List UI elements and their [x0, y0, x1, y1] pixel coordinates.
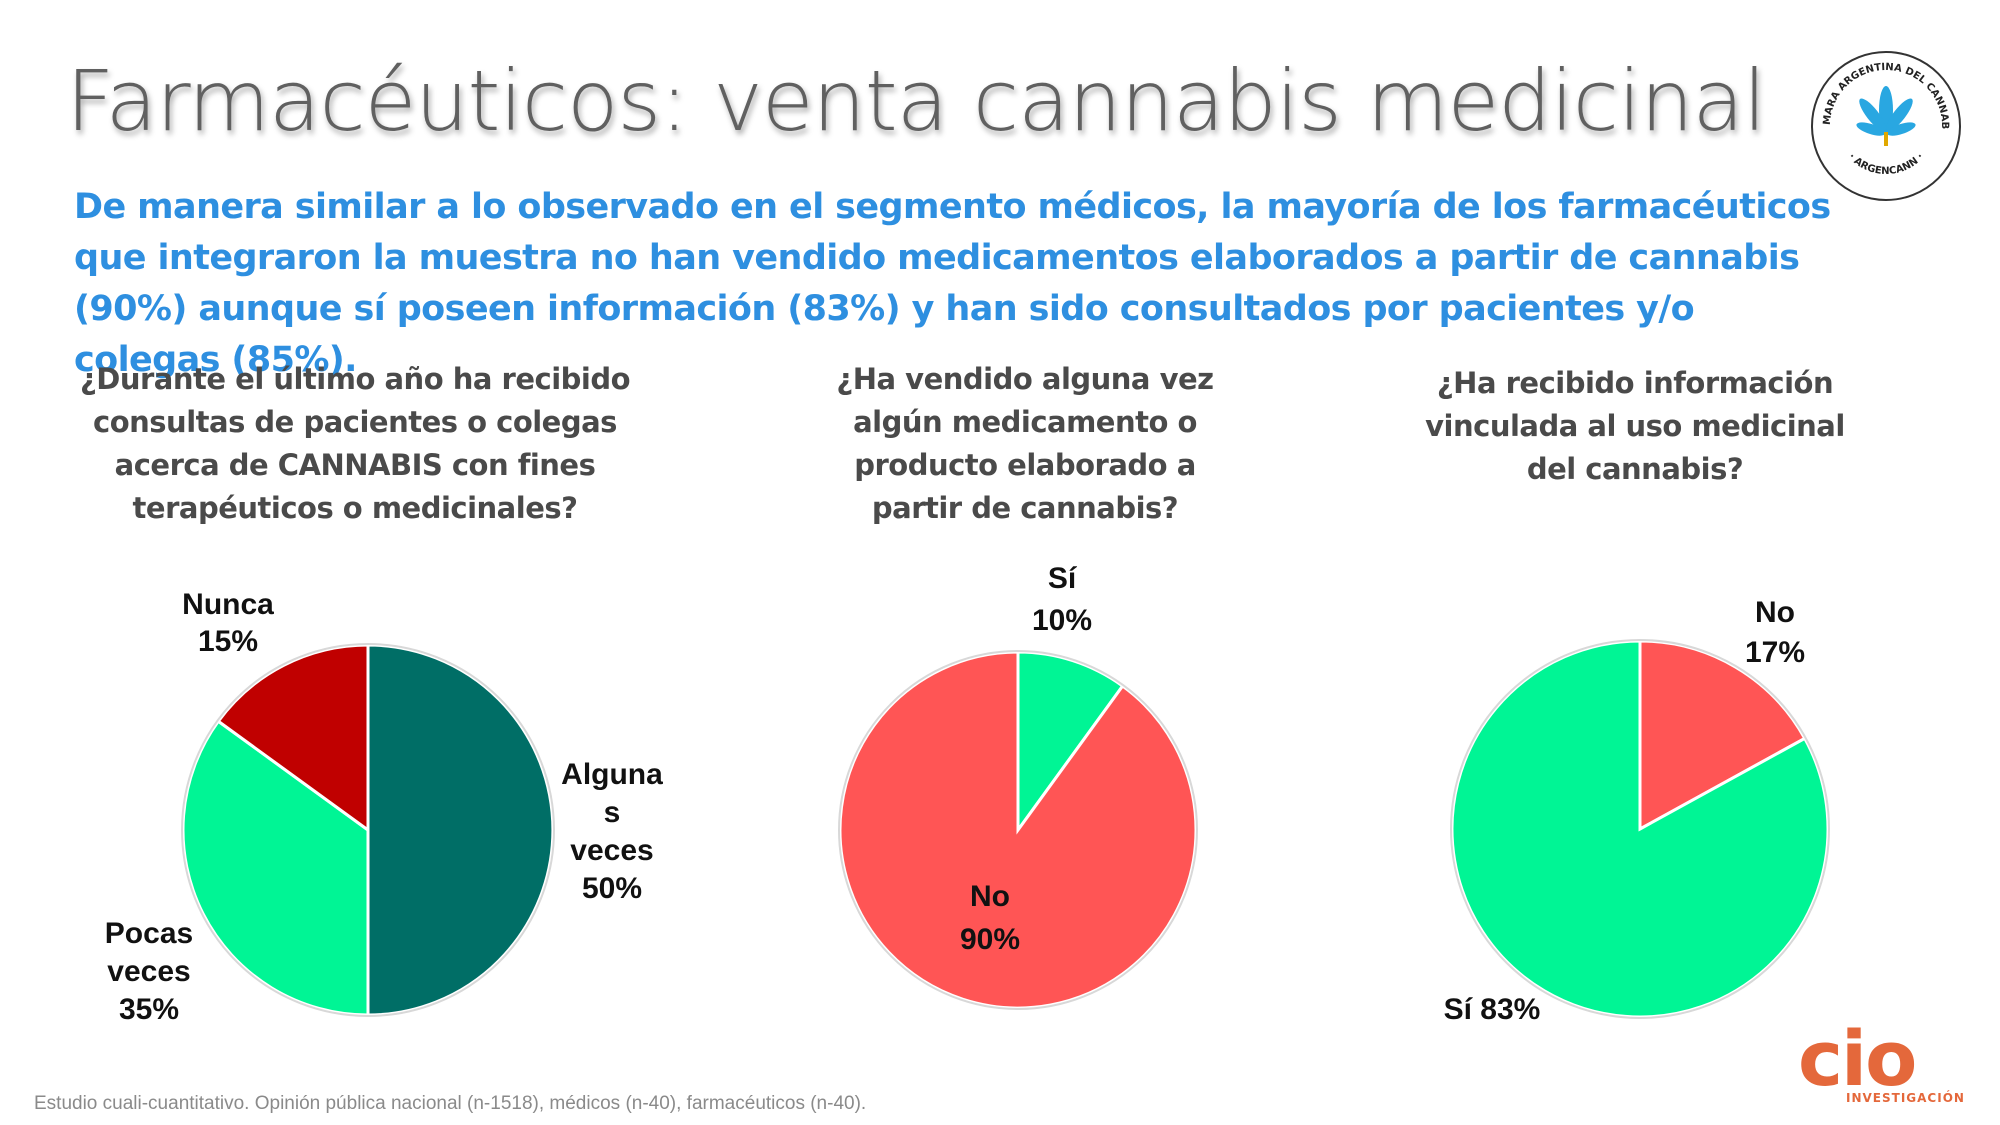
pie-label-line-informacion-si-0: Sí 83%	[1444, 993, 1541, 1026]
pie-slice-informacion-si	[1450, 639, 1830, 1019]
pie-label-venta-no: No 90%	[960, 880, 1020, 956]
cio-logo-name: cio	[1798, 1014, 1917, 1103]
cio-logo: cio INVESTIGACIÓN	[1798, 1014, 1988, 1112]
argencann-seal: CAMARA ARGENTINA DEL CANNABIS · ARGENCAN…	[1808, 48, 1961, 201]
pie-label-line-consultas-pocas-veces-2: 35%	[119, 993, 179, 1026]
pie-label-venta-si: Sí 10%	[1032, 562, 1092, 637]
pie-label-line-informacion-no-1: 17%	[1745, 636, 1805, 669]
question-venta: ¿Ha vendido alguna vez algún medicamento…	[836, 362, 1214, 525]
pie-slice-consultas-algunas-veces	[366, 643, 555, 1017]
pie-label-line-consultas-pocas-veces-0: Pocas	[105, 917, 193, 950]
pie-label-line-consultas-algunas-veces-1: s	[604, 796, 621, 829]
question-consultas: ¿Durante el último año ha recibido consu…	[79, 362, 631, 525]
pie-label-line-venta-no-1: 90%	[960, 923, 1020, 956]
footer-note: Estudio cuali-cuantitativo. Opinión públ…	[34, 1093, 867, 1114]
pie-label-line-consultas-algunas-veces-0: Alguna	[561, 758, 663, 791]
pie-slice-venta-si	[1016, 650, 1125, 835]
pie-outline-venta	[838, 650, 1198, 1010]
pie-label-line-informacion-no-0: No	[1755, 596, 1795, 629]
pie-label-line-consultas-algunas-veces-3: 50%	[582, 872, 642, 905]
pie-slice-consultas-pocas-veces	[181, 719, 370, 1017]
pie-label-line-consultas-nunca-1: 15%	[198, 625, 258, 658]
pie-label-informacion-no: No 17%	[1745, 596, 1805, 669]
cio-logo-tagline: INVESTIGACIÓN	[1846, 1091, 1965, 1105]
pie-label-consultas-pocas-veces: Pocas veces 35%	[105, 917, 193, 1026]
pie-label-line-consultas-algunas-veces-2: veces	[570, 834, 653, 867]
pie-label-line-venta-no-0: No	[970, 880, 1010, 913]
pie-label-consultas-nunca: Nunca 15%	[182, 588, 274, 658]
pie-label-line-venta-si-0: Sí	[1048, 562, 1078, 595]
cannabis-leaf-icon	[1856, 86, 1916, 146]
pie-label-consultas-algunas-veces: Alguna s veces 50%	[561, 758, 663, 905]
pie-slice-informacion-no	[1638, 639, 1807, 832]
pie-outline-informacion	[1450, 639, 1830, 1019]
pie-label-line-venta-si-1: 10%	[1032, 604, 1092, 637]
pie-outline-consultas	[181, 643, 555, 1017]
page-title: Farmacéuticos: venta cannabis medicinal	[66, 52, 1766, 150]
pie-label-line-consultas-nunca-0: Nunca	[182, 588, 274, 621]
question-informacion: ¿Ha recibido información vinculada al us…	[1425, 366, 1845, 486]
pie-slice-consultas-nunca	[216, 643, 370, 833]
pie-label-informacion-si: Sí 83%	[1444, 993, 1541, 1026]
summary-text: De manera similar a lo observado en el s…	[74, 187, 1831, 380]
pie-slice-venta-no	[838, 650, 1198, 1010]
pie-label-line-consultas-pocas-veces-1: veces	[107, 955, 190, 988]
